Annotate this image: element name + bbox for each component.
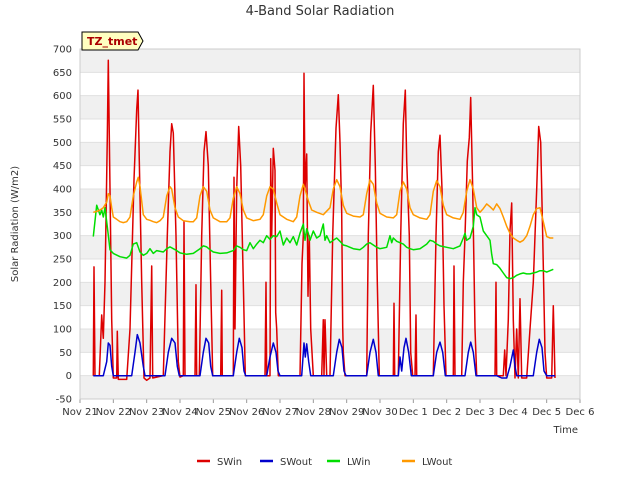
series-line-lwin [92,204,554,280]
x-tick-label: Nov 29 [329,407,364,418]
legend-label-swout: SWout [280,457,312,468]
y-tick-label: 0 [66,371,72,382]
y-tick-label: 250 [53,255,72,266]
y-tick-label: 550 [53,115,72,126]
x-tick-label: Dec 6 [566,407,595,418]
legend-label-swin: SWin [217,457,242,468]
annotation-label: TZ_tmet [87,35,137,48]
y-tick-label: 150 [53,301,72,312]
grid-band [80,142,580,166]
grid-band [80,49,580,73]
grid-band [80,375,580,399]
legend: SWin SWout LWin LWout [197,457,452,468]
y-tick-label: 400 [53,185,72,196]
series-line-swout [93,333,555,379]
y-tick-label: 700 [53,45,72,56]
x-tick-label: Nov 25 [196,407,231,418]
y-axis-ticks: -50 0 50 100 150 200 250 300 350 400 450 500 550 600 6… [53,45,72,406]
y-tick-label: 600 [53,91,72,102]
y-tick-label: 300 [53,231,72,242]
x-tick-label: Dec 1 [399,407,428,418]
annotation-box: TZ_tmet [81,31,144,51]
y-tick-label: -50 [56,395,72,406]
y-tick-label: 650 [53,68,72,79]
y-tick-label: 50 [59,348,72,359]
legend-label-lwout: LWout [422,457,452,468]
annotation-tag-shape [81,31,144,51]
y-axis-label: Solar Radiation (W/m2) [10,166,21,282]
x-tick-label: Nov 22 [96,407,131,418]
grid-band [80,95,580,119]
x-tick-label: Nov 26 [229,407,264,418]
y-tick-label: 100 [53,325,72,336]
series-line-lwout [93,176,554,243]
grid-band [80,189,580,213]
x-tick-label: Dec 3 [466,407,495,418]
legend-label-lwin: LWin [347,457,370,468]
x-tick-label: Dec 4 [499,407,528,418]
plot-frame [79,48,581,400]
x-axis-label: Time [553,425,578,436]
y-tick-label: 200 [53,278,72,289]
x-tick-label: Nov 23 [129,407,164,418]
x-tick-label: Nov 21 [62,407,97,418]
grid-band [80,282,580,306]
x-tick-label: Nov 28 [296,407,331,418]
chart-title: 4-Band Solar Radiation [246,4,395,19]
x-tick-label: Dec 2 [432,407,461,418]
grid-bands [80,48,580,400]
y-tick-label: 350 [53,208,72,219]
x-tick-label: Dec 5 [532,407,561,418]
series-lines [92,59,556,382]
x-tick-label: Nov 24 [162,407,197,418]
y-tick-label: 450 [53,161,72,172]
grid-band [80,235,580,259]
x-tick-label: Nov 30 [362,407,397,418]
y-tick-label: 500 [53,138,72,149]
x-tick-label: Nov 27 [262,407,297,418]
